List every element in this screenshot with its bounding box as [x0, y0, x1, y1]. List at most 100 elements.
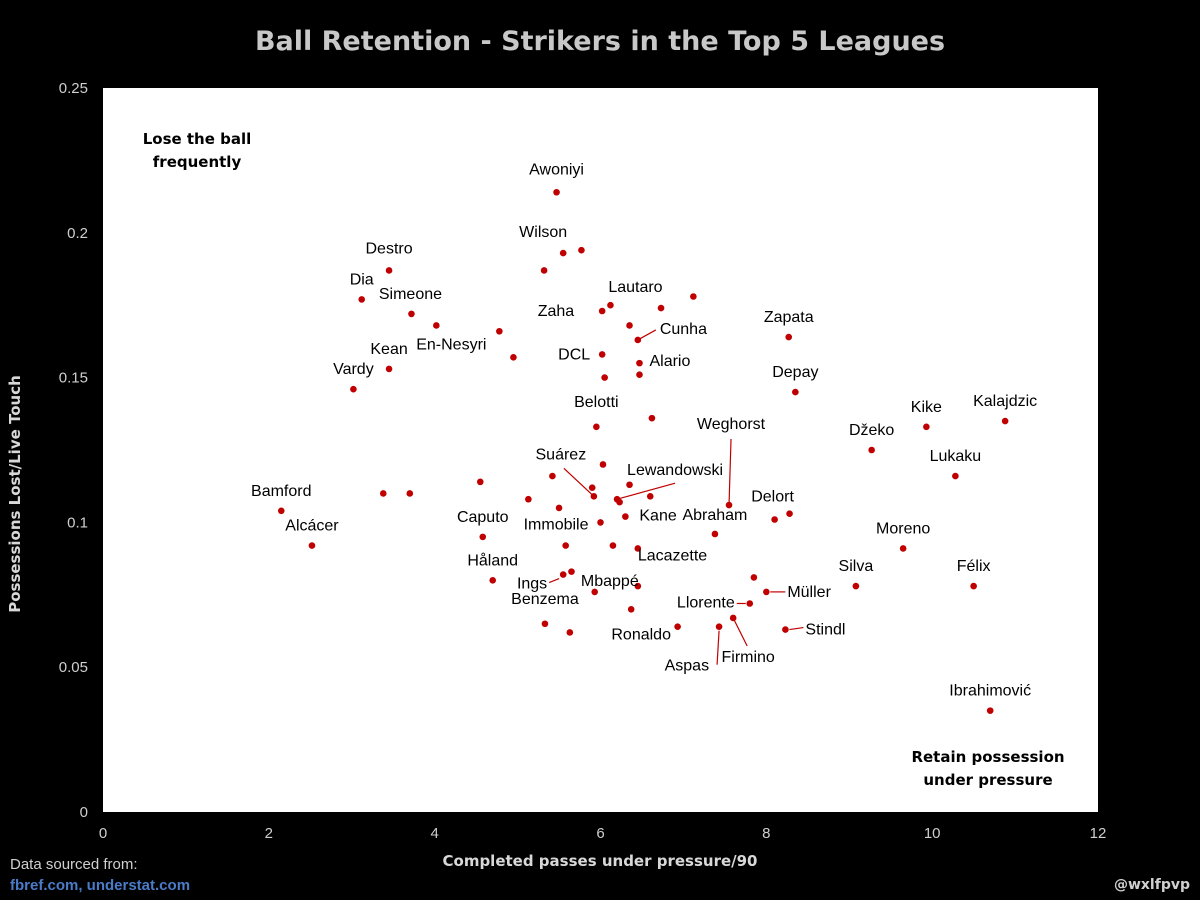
annotation-lose-ball: Lose the ball: [143, 130, 252, 148]
annotation-retain-possession: Retain possession: [911, 748, 1064, 766]
data-point: [358, 296, 366, 303]
data-point: [852, 582, 860, 590]
x-tick-label: 4: [430, 825, 438, 842]
data-point: [690, 293, 697, 300]
point-label: Dia: [350, 271, 374, 288]
data-point: [986, 707, 994, 714]
y-tick-label: 0.2: [67, 225, 88, 242]
point-label: Håland: [467, 551, 518, 569]
x-axis-title: Completed passes under pressure/90: [443, 852, 758, 870]
source-label: Data sourced from:: [10, 856, 138, 873]
point-label: Kean: [370, 341, 407, 358]
annotation-lose-ball: frequently: [153, 153, 242, 171]
data-point: [549, 472, 556, 480]
data-point: [568, 568, 575, 575]
point-label: En-Nesyri: [416, 336, 486, 353]
x-tick-label: 8: [762, 825, 770, 842]
data-point: [899, 545, 907, 552]
data-point: [657, 304, 665, 312]
point-label: Félix: [957, 558, 991, 575]
data-point: [634, 545, 642, 552]
data-point: [607, 301, 614, 309]
data-point: [496, 327, 503, 335]
data-point: [636, 359, 643, 367]
point-label: Caputo: [457, 509, 509, 526]
point-label: Lautaro: [608, 279, 662, 296]
corner-annotations: Lose the ball frequently Retain possession…: [143, 130, 1065, 789]
point-label: Firmino: [721, 649, 774, 666]
point-label: Awoniyi: [529, 161, 584, 178]
point-label: Weghorst: [697, 416, 766, 433]
data-point: [489, 577, 497, 584]
y-axis-title: Possessions Lost/Live Touch: [6, 375, 24, 613]
point-label: Zapata: [764, 309, 814, 326]
point-label: Simeone: [379, 286, 442, 303]
data-point: [715, 623, 723, 630]
data-point: [626, 481, 633, 489]
x-axis-ticks: 0 2 4 6 8 10 12: [99, 825, 1107, 842]
data-point: [559, 571, 567, 578]
data-point: [379, 490, 387, 497]
data-point: [648, 414, 656, 422]
data-point: [725, 501, 733, 509]
point-label: Müller: [787, 584, 831, 601]
point-label: Ings: [517, 576, 547, 593]
data-point: [763, 588, 770, 596]
leader-line: [732, 617, 748, 647]
leader-line: [728, 439, 732, 506]
data-point: [622, 513, 629, 520]
data-point: [782, 626, 789, 633]
leader-line: [563, 467, 595, 497]
data-point: [597, 519, 604, 526]
data-point: [636, 371, 643, 379]
point-label: Benzema: [511, 591, 579, 608]
data-point: [588, 484, 596, 491]
data-point: [923, 423, 930, 431]
x-tick-label: 10: [924, 825, 941, 842]
point-label: Suárez: [536, 446, 587, 463]
data-point: [601, 374, 608, 381]
point-label: Cunha: [660, 321, 707, 338]
data-point: [626, 322, 633, 329]
x-tick-label: 2: [265, 825, 273, 842]
data-point: [970, 582, 977, 590]
data-point: [674, 623, 681, 630]
point-label: Ronaldo: [611, 626, 671, 643]
data-point: [634, 582, 642, 590]
data-point: [593, 423, 600, 431]
y-axis-ticks: 0 0.05 0.1 0.15 0.2 0.25: [59, 80, 88, 821]
source-links[interactable]: fbref.com, understat.com: [10, 877, 191, 894]
data-point: [599, 461, 607, 468]
point-label: Destro: [366, 240, 413, 257]
point-label: Kane: [639, 508, 676, 525]
leader-line: [616, 482, 676, 500]
data-point: [408, 310, 415, 318]
data-point: [616, 498, 623, 506]
data-point: [277, 507, 285, 515]
point-label: Llorente: [677, 594, 735, 611]
point-label: Immobile: [524, 516, 589, 533]
data-point: [555, 504, 563, 512]
point-label: Alario: [649, 353, 690, 370]
point-label: Moreno: [876, 520, 930, 537]
data-point: [540, 267, 548, 274]
annotation-retain-possession: under pressure: [923, 771, 1052, 789]
point-label: Stindl: [805, 622, 845, 639]
data-point: [591, 588, 598, 596]
data-point: [771, 516, 778, 523]
y-tick-label: 0.1: [67, 514, 88, 531]
data-point: [711, 530, 719, 538]
point-label: Lewandowski: [627, 462, 723, 479]
y-tick-label: 0.15: [59, 370, 88, 387]
point-label: Abraham: [682, 507, 747, 524]
point-label: Aspas: [665, 658, 709, 675]
x-tick-label: 6: [596, 825, 604, 842]
point-label: Alcácer: [285, 518, 339, 535]
point-label: Belotti: [574, 394, 618, 411]
data-point: [729, 614, 737, 622]
point-label: Kalajdzic: [973, 393, 1037, 410]
point-label: Depay: [772, 364, 818, 381]
data-point: [525, 495, 532, 503]
data-point: [952, 472, 959, 480]
